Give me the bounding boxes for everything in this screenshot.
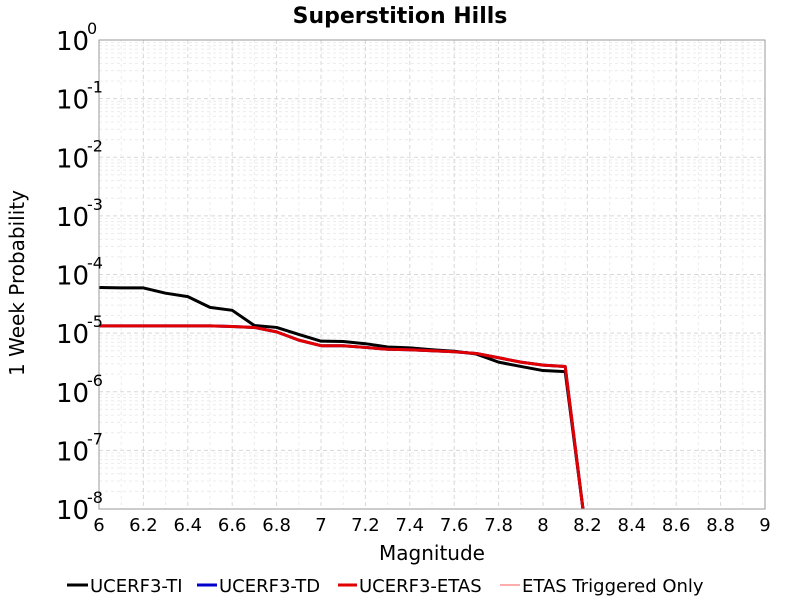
- y-tick-exponent: -8: [87, 488, 103, 507]
- chart-title: Superstition Hills: [293, 4, 508, 29]
- y-tick-exponent: -4: [87, 254, 103, 273]
- y-tick-label: 10-4: [56, 254, 103, 292]
- y-tick-label: 10-8: [56, 488, 103, 526]
- y-tick-exponent: -7: [87, 429, 103, 448]
- y-tick-exponent: -6: [87, 371, 103, 390]
- series-line-2: [99, 324, 585, 509]
- legend-item: ETAS Triggered Only: [500, 576, 704, 597]
- y-tick-base: 10: [56, 144, 89, 174]
- legend-label: UCERF3-TD: [219, 576, 320, 597]
- y-tick-label: 10-5: [56, 312, 103, 350]
- y-tick-label: 10-6: [56, 371, 103, 409]
- legend-item: UCERF3-ETAS: [338, 576, 482, 597]
- grid: [98, 39, 766, 510]
- y-tick-base: 10: [56, 379, 89, 409]
- y-tick-base: 10: [56, 437, 89, 467]
- x-tick-label: 9: [759, 515, 770, 536]
- y-tick-base: 10: [56, 86, 89, 116]
- x-tick-label: 7.8: [484, 515, 513, 536]
- x-tick-label: 7.6: [440, 515, 469, 536]
- y-tick-label: 10-1: [56, 78, 103, 116]
- y-tick-base: 10: [56, 27, 89, 57]
- x-tick-label: 7.4: [395, 515, 424, 536]
- y-tick-label: 10-3: [56, 195, 103, 233]
- y-tick-exponent: 0: [87, 19, 97, 38]
- y-tick-base: 10: [56, 320, 89, 350]
- y-tick-base: 10: [56, 262, 89, 292]
- y-tick-label: 10-7: [56, 429, 103, 467]
- x-tick-label: 8: [537, 515, 548, 536]
- y-tick-exponent: -5: [87, 312, 103, 331]
- x-tick-label: 6: [93, 515, 104, 536]
- legend-label: ETAS Triggered Only: [522, 576, 704, 597]
- x-axis-label: Magnitude: [379, 541, 485, 565]
- legend: UCERF3-TI UCERF3-TD UCERF3-ETAS ETAS Trigge…: [67, 576, 704, 597]
- y-tick-exponent: -1: [87, 78, 103, 97]
- y-axis-label: 1 Week Probability: [5, 190, 29, 376]
- legend-label: UCERF3-TI: [90, 576, 183, 597]
- y-tick-base: 10: [56, 496, 89, 526]
- y-tick-exponent: -3: [87, 195, 103, 214]
- x-axis-ticks: 6 6.2 6.4 6.6 6.8 7 7.2 7.4 7.6 7.8 8 8.2 8.4 8.6 8.8 9: [93, 515, 770, 536]
- legend-item: UCERF3-TD: [197, 576, 320, 597]
- x-tick-label: 6.4: [173, 515, 202, 536]
- series-layer: [99, 286, 585, 509]
- x-tick-label: 6.6: [218, 515, 247, 536]
- legend-label: UCERF3-ETAS: [359, 576, 482, 597]
- y-tick-exponent: -2: [87, 136, 103, 155]
- x-tick-label: 8.4: [617, 515, 646, 536]
- x-tick-label: 8.2: [573, 515, 602, 536]
- y-tick-label: 100: [56, 19, 97, 57]
- y-tick-base: 10: [56, 203, 89, 233]
- x-tick-label: 6.8: [262, 515, 291, 536]
- x-tick-label: 8.6: [662, 515, 691, 536]
- legend-item: UCERF3-TI: [67, 576, 183, 597]
- x-tick-label: 7: [315, 515, 326, 536]
- x-tick-label: 7.2: [351, 515, 380, 536]
- y-tick-label: 10-2: [56, 136, 103, 174]
- x-tick-label: 6.2: [129, 515, 158, 536]
- plot-frame: [98, 39, 766, 510]
- series-line-0: [99, 286, 585, 509]
- x-tick-label: 8.8: [706, 515, 735, 536]
